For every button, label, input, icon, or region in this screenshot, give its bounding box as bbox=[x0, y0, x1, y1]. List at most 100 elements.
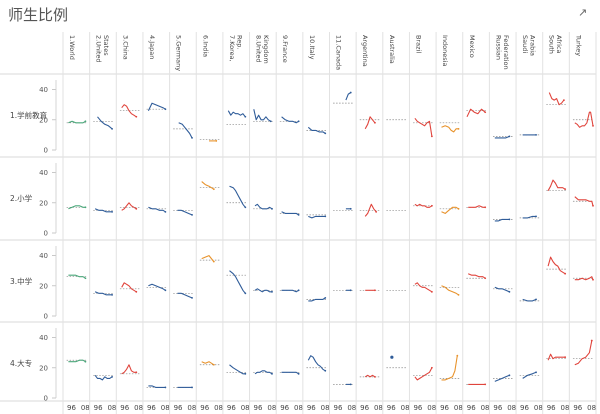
x-tick-label: 96 bbox=[94, 404, 103, 412]
series-line bbox=[254, 288, 272, 293]
data-point bbox=[535, 215, 537, 218]
data-point bbox=[324, 215, 327, 218]
series-line bbox=[229, 270, 246, 294]
data-point bbox=[244, 115, 247, 118]
data-point bbox=[135, 371, 138, 374]
data-point bbox=[271, 290, 273, 293]
y-tick-label: 20 bbox=[39, 116, 48, 124]
data-point bbox=[324, 369, 327, 372]
y-tick-label: 40 bbox=[39, 169, 48, 177]
series-line bbox=[229, 185, 246, 208]
data-point bbox=[135, 290, 138, 293]
data-point bbox=[535, 371, 537, 374]
data-point bbox=[84, 120, 87, 123]
data-point bbox=[508, 290, 511, 293]
series-line bbox=[548, 92, 565, 106]
series-line bbox=[414, 203, 433, 208]
data-point bbox=[430, 135, 433, 138]
data-point bbox=[164, 386, 167, 389]
data-point bbox=[349, 383, 352, 386]
column-header: Arabia bbox=[529, 35, 537, 56]
x-tick-label: 08 bbox=[294, 404, 303, 412]
series-line bbox=[253, 109, 272, 122]
data-point bbox=[111, 210, 113, 213]
series-line bbox=[441, 355, 458, 381]
data-point bbox=[563, 99, 565, 102]
series-line bbox=[441, 206, 459, 214]
x-tick-label: 96 bbox=[493, 404, 502, 412]
column-header: Brazil bbox=[414, 35, 422, 53]
x-tick-label: 96 bbox=[120, 404, 129, 412]
data-point bbox=[592, 124, 594, 127]
column-header: 6.India bbox=[201, 35, 209, 57]
data-point bbox=[271, 372, 273, 375]
x-tick-label: 08 bbox=[401, 404, 410, 412]
external-link-icon[interactable]: ↗ bbox=[578, 6, 588, 19]
data-point bbox=[508, 374, 511, 377]
series-line bbox=[68, 274, 86, 279]
column-header: 10.Italy bbox=[308, 35, 316, 60]
column-header: 7.Korea, bbox=[228, 35, 236, 62]
series-line bbox=[574, 340, 593, 366]
data-point bbox=[430, 204, 433, 207]
series-line bbox=[494, 286, 510, 293]
column-header: Federation bbox=[502, 35, 510, 70]
series-line bbox=[574, 276, 594, 281]
series-line bbox=[281, 116, 299, 124]
data-point bbox=[191, 386, 193, 389]
column-header: Russian bbox=[494, 35, 502, 60]
y-tick-label: 40 bbox=[39, 252, 48, 260]
data-point bbox=[84, 360, 87, 363]
data-point bbox=[484, 206, 487, 209]
series-line bbox=[522, 371, 537, 379]
y-tick-label: 0 bbox=[44, 395, 48, 403]
series-line bbox=[97, 116, 113, 130]
series-line bbox=[467, 273, 486, 279]
y-tick-label: 20 bbox=[39, 282, 48, 290]
data-point bbox=[592, 204, 594, 207]
series-line bbox=[414, 367, 433, 381]
x-tick-label: 08 bbox=[507, 404, 516, 412]
row-label: 1.学前教育 bbox=[10, 110, 48, 120]
data-point bbox=[212, 363, 215, 366]
series-line bbox=[574, 111, 594, 128]
series-line bbox=[121, 282, 137, 293]
x-tick-label: 08 bbox=[161, 404, 170, 412]
column-header: 5.Germany bbox=[175, 35, 183, 71]
x-tick-label: 96 bbox=[573, 404, 582, 412]
series-line bbox=[345, 92, 351, 101]
data-point bbox=[164, 210, 167, 213]
series-line bbox=[229, 364, 246, 375]
data-point bbox=[164, 108, 167, 111]
series-line bbox=[121, 364, 137, 375]
column-header: 9.France bbox=[281, 35, 289, 63]
x-tick-label: 08 bbox=[134, 404, 143, 412]
series-line bbox=[148, 385, 166, 388]
data-point bbox=[535, 298, 537, 301]
series-line bbox=[68, 359, 86, 363]
data-point bbox=[84, 206, 87, 209]
series-line bbox=[178, 122, 193, 139]
y-tick-label: 20 bbox=[39, 364, 48, 372]
page-title: 师生比例 bbox=[8, 6, 69, 24]
series-line bbox=[522, 215, 537, 219]
x-tick-label: 08 bbox=[214, 404, 223, 412]
series-line bbox=[201, 181, 215, 190]
x-tick-label: 96 bbox=[467, 404, 476, 412]
series-line bbox=[281, 289, 299, 293]
x-tick-label: 96 bbox=[520, 404, 529, 412]
column-header: 1.World bbox=[68, 35, 76, 60]
series-line bbox=[254, 203, 273, 210]
data-point bbox=[212, 188, 215, 191]
x-tick-label: 96 bbox=[67, 404, 76, 412]
series-line bbox=[494, 374, 510, 382]
column-header: 8.United bbox=[255, 35, 263, 63]
data-point bbox=[564, 188, 567, 191]
series-line bbox=[414, 117, 433, 137]
row-label: 4.大专 bbox=[10, 358, 32, 368]
x-tick-label: 96 bbox=[334, 404, 343, 412]
column-header: Mexico bbox=[468, 35, 476, 58]
data-point bbox=[297, 120, 300, 123]
x-tick-label: 08 bbox=[561, 404, 570, 412]
data-point bbox=[375, 210, 378, 213]
